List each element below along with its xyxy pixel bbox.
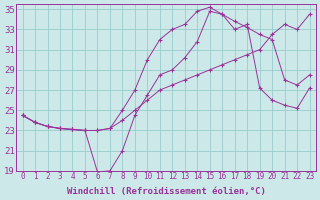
X-axis label: Windchill (Refroidissement éolien,°C): Windchill (Refroidissement éolien,°C)	[67, 187, 266, 196]
